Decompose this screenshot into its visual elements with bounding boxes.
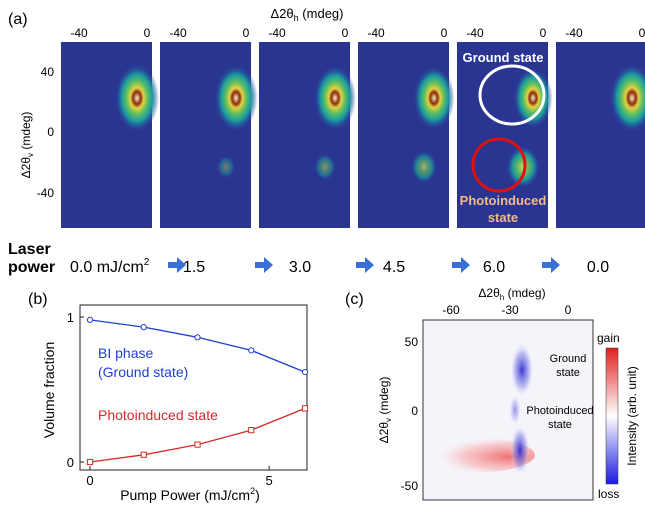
volume-fraction-chart: 0 5 0 1 <box>67 310 309 488</box>
photoinduced-label-2: state <box>488 210 518 225</box>
ground-state-spot <box>115 64 159 132</box>
xtick-label: -40 <box>70 26 88 40</box>
panel-c-yaxis-label: Δ2θv (mdeg) <box>377 377 393 444</box>
power-unit-sup: 2 <box>144 257 150 268</box>
colorbar <box>605 347 619 485</box>
data-point <box>140 324 147 331</box>
xtick-label: 0 <box>243 26 250 40</box>
ground-state-circle <box>478 64 546 126</box>
arrow-icon <box>356 257 374 273</box>
panel-c-ytick-50: 50 <box>405 335 419 349</box>
data-point <box>301 369 309 376</box>
xtick-label: -40 <box>466 26 484 40</box>
panel-c-xtick-60: -60 <box>442 303 460 317</box>
panel-a-ytick-neg40: -40 <box>37 186 55 200</box>
panel-c-xtick-30: -30 <box>501 303 519 317</box>
power-value: 0.0 <box>587 259 609 276</box>
panel-b-ylabel: Volume fraction <box>41 342 57 439</box>
data-point <box>86 316 94 323</box>
data-point <box>194 334 201 341</box>
series-bi-label-2: (Ground state) <box>98 364 188 380</box>
colorbar-loss-label: loss <box>598 487 619 501</box>
arrow-icon <box>255 257 273 273</box>
ground-state-spot <box>610 64 645 132</box>
xtick-label: 0 <box>639 26 645 40</box>
ground-state-spot <box>214 64 258 132</box>
data-point <box>194 441 201 448</box>
colorbar-gain-label: gain <box>597 331 620 345</box>
xtick-label: -40 <box>565 26 583 40</box>
laser-power-row: 0.0 mJ/cm2 1.5 3.0 4.5 6.0 0.0 <box>70 257 609 276</box>
series-bi-label-1: BI phase <box>98 345 153 361</box>
panel-c-label: (c) <box>345 291 364 308</box>
panel-c-ground-2: state <box>556 367 580 379</box>
ground-state-spot <box>513 67 553 129</box>
panel-c-xtick-0: 0 <box>565 303 572 317</box>
panel-a-ytick-40: 40 <box>41 65 55 79</box>
data-point <box>248 427 255 434</box>
x-tick-label: 0 <box>86 473 93 488</box>
ground-state-spot <box>313 65 357 131</box>
y-tick-label: 0 <box>67 455 74 470</box>
power-value: 1.5 <box>183 259 205 276</box>
colorbar-title: Intensity (arb. unit) <box>625 366 639 465</box>
xtick-label: 0 <box>342 26 349 40</box>
photoinduced-spot <box>410 150 438 184</box>
y-tick-label: 1 <box>67 310 74 325</box>
xtick-label: -40 <box>367 26 385 40</box>
laser-label-1: Laser <box>8 241 51 258</box>
series-photo-label: Photoinduced state <box>98 407 218 423</box>
photoinduced-state-circle <box>471 137 527 193</box>
x-tick-label: 5 <box>266 473 273 488</box>
photoinduced-spot <box>216 155 236 179</box>
ground-state-label: Ground state <box>463 50 544 65</box>
xtick-label: 0 <box>144 26 151 40</box>
laser-label-2: power <box>8 259 55 276</box>
power-value: 4.5 <box>383 259 405 276</box>
panel-b-plot-frame <box>79 304 308 471</box>
panel-c-ytick-0: 0 <box>411 404 418 418</box>
arrow-icon <box>452 257 470 273</box>
panel-c-xaxis-label: Δ2θh (mdeg) <box>478 286 545 302</box>
arrow-icon <box>542 257 560 273</box>
data-point <box>301 405 309 412</box>
photoinduced-spot <box>314 153 336 181</box>
xtick-label: 0 <box>540 26 547 40</box>
panel-a-yaxis-label: Δ2θv (mdeg) <box>19 112 35 179</box>
difference-map <box>405 319 594 501</box>
xtick-label: 0 <box>441 26 448 40</box>
power-value: 6.0 <box>483 259 505 276</box>
data-point <box>86 458 94 466</box>
xtick-label: -40 <box>268 26 286 40</box>
diffraction-frames: -40 0 -40 0 -40 0 -40 0 -40 0 -40 0 <box>61 26 645 228</box>
power-value: 3.0 <box>289 259 311 276</box>
panel-a-label: (a) <box>8 11 28 28</box>
panel-a-xaxis-label: Δ2θh (mdeg) <box>271 6 344 23</box>
ground-state-spot <box>413 66 455 130</box>
panel-b-xlabel: Pump Power (mJ/cm2) <box>120 486 260 503</box>
arrow-icon <box>168 257 186 273</box>
panel-c-ytick-neg50: -50 <box>401 479 419 493</box>
panel-b-label: (b) <box>28 291 48 308</box>
data-point <box>140 451 147 458</box>
panel-c-photo-1: Photoinduced <box>526 405 593 417</box>
photoinduced-label-1: Photoinduced <box>460 193 547 208</box>
panel-c-ground-1: Ground <box>550 353 587 365</box>
xtick-label: -40 <box>169 26 187 40</box>
panel-c-photo-2: state <box>548 419 572 431</box>
panel-a-ytick-0: 0 <box>47 125 54 139</box>
power-value: 0.0 mJ/cm2 <box>70 257 150 276</box>
data-point <box>248 347 255 354</box>
photoinduced-spot <box>506 145 540 189</box>
